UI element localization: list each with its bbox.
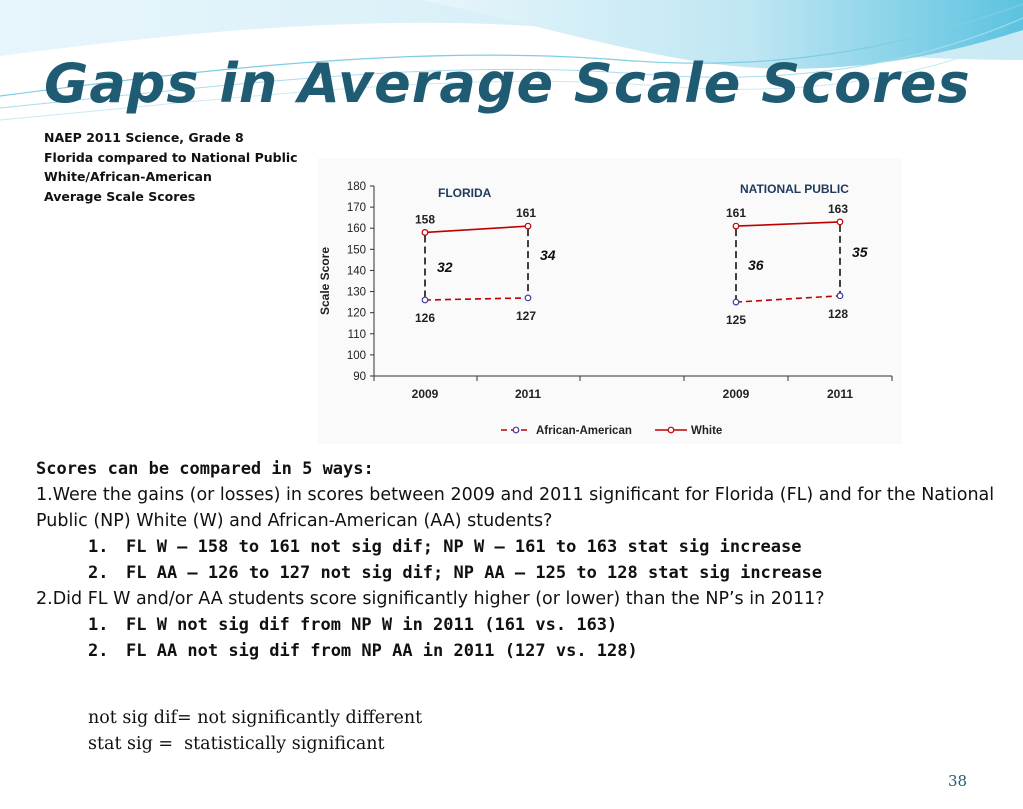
y-axis-title: Scale Score [318, 247, 332, 315]
page-number: 38 [948, 772, 968, 790]
note-line: not sig dif= not significantly different [88, 708, 423, 728]
legend-aa-marker [512, 426, 520, 434]
aa-data-label: 126 [415, 311, 435, 325]
answer-number: 2. [88, 641, 109, 661]
caption-line: Florida compared to National Public [44, 149, 298, 165]
aa-series-point [836, 292, 844, 300]
white-data-label: 161 [726, 206, 746, 220]
gap-label: 36 [748, 257, 764, 273]
slide-body: Scores can be compared in 5 ways: 1.Were… [36, 456, 996, 664]
white-data-label: 161 [516, 206, 536, 220]
white-series-point [524, 222, 532, 230]
white-series-line [424, 225, 529, 234]
answer-number: 1. [88, 615, 109, 635]
question-2-answer: 1. FL W not sig dif from NP W in 2011 (16… [36, 612, 996, 638]
y-tick-label: 150 [347, 244, 366, 256]
x-tick-label: 2009 [412, 387, 439, 401]
group-title-national-public: NATIONAL PUBLIC [740, 182, 849, 196]
caption-line: NAEP 2011 Science, Grade 8 [44, 130, 244, 145]
gap-label: 34 [540, 247, 556, 263]
aa-data-label: 127 [516, 309, 536, 323]
y-tick-label: 90 [353, 371, 366, 383]
answer-number: 2. [88, 563, 109, 583]
white-data-label: 158 [415, 212, 435, 226]
gap-label: 35 [852, 244, 868, 260]
aa-data-label: 128 [828, 307, 848, 321]
y-tick-label: 160 [347, 223, 366, 235]
aa-series-line [735, 294, 841, 303]
question-1: 1.Were the gains (or losses) in scores b… [36, 485, 995, 531]
answer-text: FL W – 158 to 161 not sig dif; NP W – 16… [126, 537, 802, 557]
aa-series-point [421, 296, 429, 304]
white-series-point [421, 229, 429, 236]
answer-number: 1. [88, 537, 109, 557]
y-tick-label: 170 [347, 202, 366, 214]
caption-line: White/African-American [44, 169, 212, 184]
chart-caption: NAEP 2011 Science, Grade 8 Florida compa… [44, 128, 326, 208]
white-data-label: 163 [828, 202, 848, 216]
header-wave-decoration [0, 0, 1023, 140]
white-series-line [735, 221, 841, 227]
note-line: stat sig = statistically significant [88, 734, 385, 754]
question-1-answer: 1. FL W – 158 to 161 not sig dif; NP W – … [36, 534, 996, 560]
white-series-point [732, 222, 740, 230]
intro-heading: Scores can be compared in 5 ways: [36, 459, 374, 479]
x-tick-label: 2011 [827, 387, 853, 401]
x-tick-label: 2011 [515, 387, 541, 401]
answer-text: FL AA not sig dif from NP AA in 2011 (12… [126, 641, 638, 661]
gap-label: 32 [437, 259, 453, 275]
y-tick-label: 120 [347, 308, 366, 320]
aa-data-label: 125 [726, 313, 746, 327]
slide-title: Gaps in Average Scale Scores [44, 52, 971, 115]
aa-series-line [424, 297, 529, 301]
question-2-answer: 2. FL AA not sig dif from NP AA in 2011 (… [36, 638, 996, 664]
y-tick-label: 140 [347, 265, 366, 277]
aa-series-point [524, 294, 532, 302]
legend-label-african-american: African-American [536, 425, 632, 437]
legend-label-white: White [691, 425, 722, 437]
answer-text: FL AA – 126 to 127 not sig dif; NP AA – … [126, 563, 822, 583]
y-tick-label: 180 [347, 181, 366, 193]
legend-white-marker [667, 426, 675, 434]
y-tick-label: 110 [348, 329, 366, 341]
y-tick-label: 130 [347, 287, 366, 299]
question-2: 2.Did FL W and/or AA students score sign… [36, 589, 825, 609]
definitions-note: not sig dif= not significantly different… [88, 705, 422, 757]
chart-area: 90 100 110 120 130 140 150 160 170 180 Scale Score… [318, 158, 902, 444]
caption-line: Average Scale Scores [44, 188, 196, 204]
aa-series-point [732, 298, 740, 306]
line-chart: 90 100 110 120 130 140 150 160 170 180 Scale Score… [318, 181, 893, 437]
x-tick-label: 2009 [723, 387, 750, 401]
answer-text: FL W not sig dif from NP W in 2011 (161 … [126, 615, 618, 635]
y-tick-label: 100 [347, 350, 366, 362]
group-title-florida: FLORIDA [438, 186, 492, 200]
white-series-point [836, 218, 844, 226]
question-1-answer: 2. FL AA – 126 to 127 not sig dif; NP AA … [36, 560, 996, 586]
